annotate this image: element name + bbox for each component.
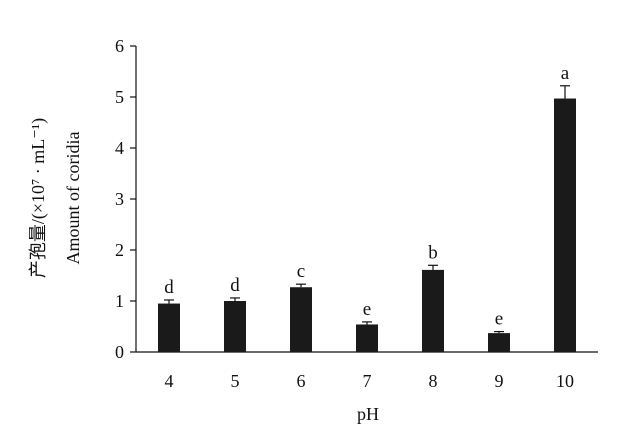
y-tick-label: 4 (115, 138, 124, 158)
x-tick-label: 10 (556, 371, 574, 391)
x-tick-label: 8 (429, 371, 438, 391)
x-tick-label: 5 (231, 371, 240, 391)
bar (422, 269, 444, 352)
x-tick-label: 4 (165, 371, 174, 391)
x-axis-label: pH (357, 404, 379, 424)
y-tick-label: 5 (115, 87, 124, 107)
y-ticks: 0 1 2 3 4 5 6 (115, 36, 136, 362)
significance-letter: e (363, 299, 371, 320)
bar (158, 303, 180, 352)
y-axis-label-english: Amount of coridia (63, 132, 83, 265)
x-ticks: 4 5 6 7 8 9 10 (165, 371, 575, 391)
significance-letter: c (297, 261, 305, 282)
x-tick-label: 6 (297, 371, 306, 391)
significance-letter: a (561, 63, 570, 84)
x-tick-label: 7 (363, 371, 372, 391)
bar (224, 301, 246, 352)
significance-letter: e (495, 309, 503, 330)
significance-letter: b (428, 242, 438, 263)
bar (554, 98, 576, 352)
y-tick-label: 0 (115, 342, 124, 362)
bar (356, 324, 378, 352)
y-tick-label: 1 (115, 291, 124, 311)
significance-letter: d (164, 277, 174, 298)
y-axis-label-chinese: 产孢量/(×10⁷ · mL⁻¹) (28, 118, 49, 278)
y-tick-label: 2 (115, 240, 124, 260)
bars-group: d d c e b e a (158, 63, 576, 352)
bar (290, 287, 312, 352)
bar (488, 333, 510, 352)
y-tick-label: 6 (115, 36, 124, 56)
significance-letter: d (230, 275, 240, 296)
x-tick-label: 9 (495, 371, 504, 391)
y-tick-label: 3 (115, 189, 124, 209)
